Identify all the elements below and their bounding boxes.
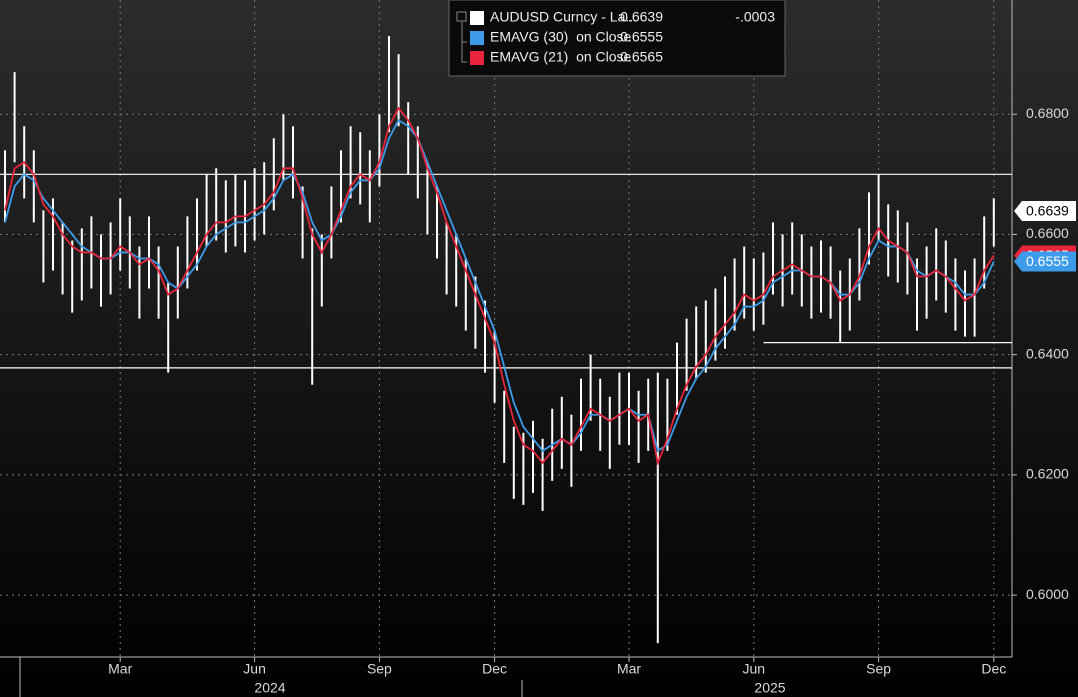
x-tick-label: Dec	[482, 661, 507, 677]
value-tag-label: 0.6555	[1026, 253, 1069, 269]
legend-swatch	[470, 31, 484, 45]
legend-bracket	[461, 22, 467, 63]
x-tick-label: Sep	[367, 661, 392, 677]
year-label: 2024	[254, 680, 285, 696]
legend: AUDUSD Curncy - La...0.6639 EMAVG (30) on…	[448, 0, 786, 77]
year-label: 2025	[754, 680, 785, 696]
ema-line	[4, 106, 995, 466]
legend-label: AUDUSD Curncy - La...	[490, 9, 637, 25]
legend-collapse	[456, 11, 467, 22]
legend-swatch	[470, 51, 484, 65]
y-tick-label: 0.6200	[1026, 466, 1069, 482]
legend-value: 0.6555	[620, 29, 663, 45]
x-tick-label: Jun	[743, 661, 766, 677]
legend-label: EMAVG (30) on Close	[490, 29, 632, 45]
value-tag	[1014, 251, 1076, 272]
y-tick-label: 0.6000	[1026, 586, 1069, 602]
x-tick-label: Jun	[243, 661, 266, 677]
y-tick-label: 0.6800	[1026, 105, 1069, 121]
legend-change: -.0003	[735, 9, 775, 25]
legend-label: EMAVG (21) on Close	[490, 49, 632, 65]
value-tag	[1014, 200, 1076, 221]
x-tick-label: Mar	[617, 661, 641, 677]
legend-value: 0.6639	[620, 9, 663, 25]
value-tag-label: 0.6639	[1026, 203, 1069, 219]
x-tick-label: Mar	[108, 661, 132, 677]
legend-box	[448, 0, 786, 77]
legend-swatch	[470, 11, 484, 25]
x-tick-label: Dec	[981, 661, 1006, 677]
y-tick-label: 0.6600	[1026, 225, 1069, 241]
legend-value: 0.6565	[620, 49, 663, 65]
y-tick-label: 0.6400	[1026, 345, 1069, 361]
x-tick-label: Sep	[866, 661, 891, 677]
